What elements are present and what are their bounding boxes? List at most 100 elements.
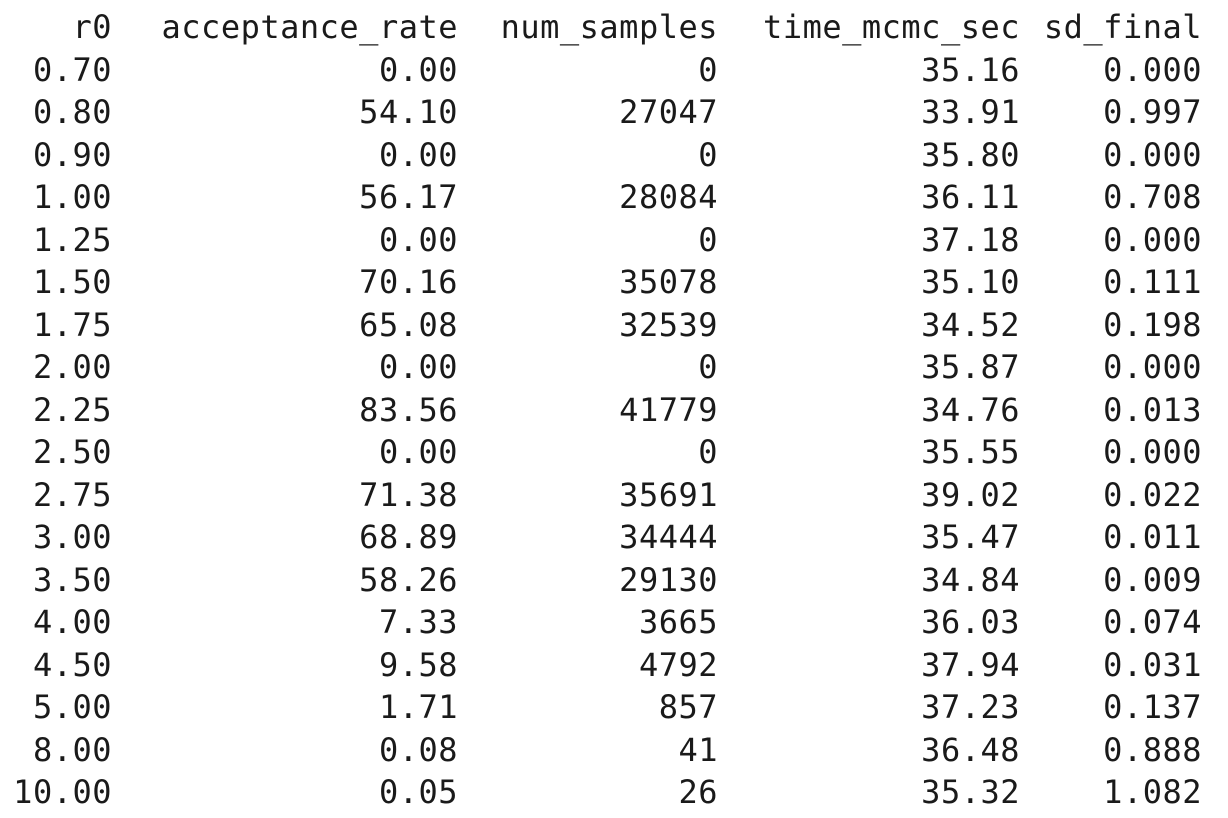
table-row: 1.75 65.08 32539 34.52 0.198 <box>0 304 1202 347</box>
cell-r0: 0.70 <box>32 50 112 89</box>
cell-sd-final: 0.031 <box>1103 645 1202 684</box>
cell-num-samples: 29130 <box>619 560 718 599</box>
cell-sd-final: 0.708 <box>1103 178 1202 216</box>
table-row: 1.25 0.00 0 37.18 0.000 <box>0 219 1202 262</box>
cell-time-mcmc-sec: 37.18 <box>921 220 1020 259</box>
cell-num-samples: 35691 <box>619 475 718 514</box>
results-table: r0 acceptance_rate num_samples time_mcmc… <box>0 6 1202 814</box>
cell-num-samples: 34444 <box>619 518 718 556</box>
table-row: 2.75 71.38 35691 39.02 0.022 <box>0 474 1202 517</box>
cell-num-samples: 41779 <box>619 390 718 429</box>
cell-sd-final: 0.022 <box>1103 475 1202 514</box>
cell-time-mcmc-sec: 36.48 <box>921 730 1020 769</box>
cell-r0: 2.75 <box>32 475 112 514</box>
cell-sd-final: 0.111 <box>1103 263 1202 301</box>
cell-acceptance-rate: 58.26 <box>359 560 458 599</box>
cell-r0: 4.50 <box>32 645 112 684</box>
table-row: 0.90 0.00 0 35.80 0.000 <box>0 134 1202 177</box>
table-row: 3.50 58.26 29130 34.84 0.009 <box>0 559 1202 602</box>
cell-time-mcmc-sec: 36.11 <box>921 178 1020 216</box>
table-row: 4.00 7.33 3665 36.03 0.074 <box>0 601 1202 644</box>
cell-acceptance-rate: 0.00 <box>378 220 458 259</box>
table-row: 5.00 1.71 857 37.23 0.137 <box>0 686 1202 729</box>
table-row: 8.00 0.08 41 36.48 0.888 <box>0 729 1202 772</box>
cell-time-mcmc-sec: 36.03 <box>921 603 1020 641</box>
cell-time-mcmc-sec: 34.76 <box>921 390 1020 429</box>
cell-acceptance-rate: 0.00 <box>378 135 458 174</box>
cell-sd-final: 0.074 <box>1103 603 1202 641</box>
cell-acceptance-rate: 0.00 <box>378 50 458 89</box>
cell-acceptance-rate: 0.05 <box>378 773 458 811</box>
cell-sd-final: 0.011 <box>1103 518 1202 556</box>
cell-num-samples: 0 <box>698 348 718 386</box>
cell-time-mcmc-sec: 35.55 <box>921 433 1020 471</box>
cell-r0: 1.00 <box>32 178 112 216</box>
cell-num-samples: 32539 <box>619 305 718 344</box>
cell-r0: 3.50 <box>32 560 112 599</box>
column-header-time-mcmc-sec: time_mcmc_sec <box>763 8 1020 46</box>
table-row: 3.00 68.89 34444 35.47 0.011 <box>0 516 1202 559</box>
cell-sd-final: 0.000 <box>1103 220 1202 259</box>
column-header-num-samples: num_samples <box>500 8 718 46</box>
column-header-acceptance-rate: acceptance_rate <box>161 8 458 46</box>
cell-time-mcmc-sec: 35.16 <box>921 50 1020 89</box>
cell-time-mcmc-sec: 37.94 <box>921 645 1020 684</box>
cell-acceptance-rate: 9.58 <box>378 645 458 684</box>
cell-r0: 1.25 <box>32 220 112 259</box>
table-row: 0.70 0.00 0 35.16 0.000 <box>0 49 1202 92</box>
cell-r0: 4.00 <box>32 603 112 641</box>
cell-r0: 1.75 <box>32 305 112 344</box>
header-row: r0 acceptance_rate num_samples time_mcmc… <box>0 6 1202 49</box>
cell-num-samples: 857 <box>658 688 718 726</box>
cell-num-samples: 0 <box>698 220 718 259</box>
cell-acceptance-rate: 65.08 <box>359 305 458 344</box>
cell-sd-final: 0.000 <box>1103 50 1202 89</box>
cell-r0: 0.90 <box>32 135 112 174</box>
cell-r0: 1.50 <box>32 263 112 301</box>
cell-num-samples: 4792 <box>638 645 718 684</box>
cell-num-samples: 26 <box>678 773 718 811</box>
table-row: 0.80 54.10 27047 33.91 0.997 <box>0 91 1202 134</box>
cell-sd-final: 0.888 <box>1103 730 1202 769</box>
cell-time-mcmc-sec: 34.84 <box>921 560 1020 599</box>
cell-time-mcmc-sec: 34.52 <box>921 305 1020 344</box>
cell-sd-final: 0.013 <box>1103 390 1202 429</box>
cell-sd-final: 0.198 <box>1103 305 1202 344</box>
cell-acceptance-rate: 0.00 <box>378 348 458 386</box>
cell-acceptance-rate: 54.10 <box>359 93 458 131</box>
cell-sd-final: 0.009 <box>1103 560 1202 599</box>
cell-r0: 3.00 <box>32 518 112 556</box>
cell-time-mcmc-sec: 37.23 <box>921 688 1020 726</box>
table-row: 4.50 9.58 4792 37.94 0.031 <box>0 644 1202 687</box>
cell-sd-final: 0.000 <box>1103 433 1202 471</box>
cell-sd-final: 0.000 <box>1103 348 1202 386</box>
cell-time-mcmc-sec: 33.91 <box>921 93 1020 131</box>
cell-acceptance-rate: 71.38 <box>359 475 458 514</box>
table-row: 2.50 0.00 0 35.55 0.000 <box>0 431 1202 474</box>
cell-sd-final: 1.082 <box>1103 773 1202 811</box>
cell-num-samples: 27047 <box>619 93 718 131</box>
cell-time-mcmc-sec: 35.87 <box>921 348 1020 386</box>
cell-acceptance-rate: 56.17 <box>359 178 458 216</box>
cell-r0: 2.00 <box>32 348 112 386</box>
cell-r0: 8.00 <box>32 730 112 769</box>
cell-acceptance-rate: 7.33 <box>378 603 458 641</box>
cell-acceptance-rate: 0.00 <box>378 433 458 471</box>
cell-time-mcmc-sec: 39.02 <box>921 475 1020 514</box>
cell-acceptance-rate: 70.16 <box>359 263 458 301</box>
cell-num-samples: 28084 <box>619 178 718 216</box>
cell-sd-final: 0.000 <box>1103 135 1202 174</box>
table-row: 2.25 83.56 41779 34.76 0.013 <box>0 389 1202 432</box>
table-row: 2.00 0.00 0 35.87 0.000 <box>0 346 1202 389</box>
table-row: 10.00 0.05 26 35.32 1.082 <box>0 771 1202 814</box>
cell-acceptance-rate: 1.71 <box>378 688 458 726</box>
cell-acceptance-rate: 0.08 <box>378 730 458 769</box>
column-header-r0: r0 <box>72 8 112 46</box>
cell-r0: 2.50 <box>32 433 112 471</box>
table-row: 1.50 70.16 35078 35.10 0.111 <box>0 261 1202 304</box>
cell-time-mcmc-sec: 35.32 <box>921 773 1020 811</box>
table-row: 1.00 56.17 28084 36.11 0.708 <box>0 176 1202 219</box>
cell-num-samples: 35078 <box>619 263 718 301</box>
cell-num-samples: 0 <box>698 433 718 471</box>
